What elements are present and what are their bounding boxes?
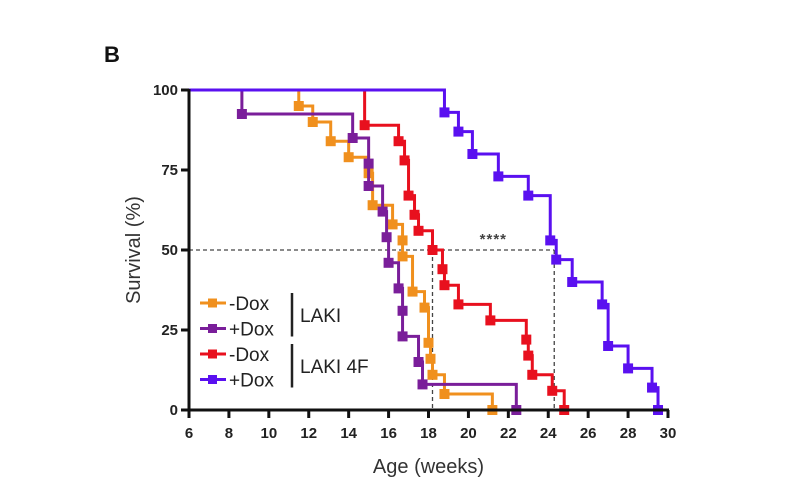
x-tick-label: 26 — [580, 425, 597, 442]
event-marker — [377, 206, 388, 217]
x-tick-label: 6 — [185, 425, 193, 442]
legend-marker — [208, 324, 217, 333]
event-marker — [393, 283, 404, 294]
event-marker — [485, 315, 496, 326]
y-tick-label: 75 — [161, 162, 178, 179]
y-axis-title: Survival (%) — [123, 196, 145, 304]
x-ticks: 6 8 10 12 14 16 18 20 22 24 26 28 30 — [185, 410, 677, 442]
event-marker — [527, 369, 538, 380]
event-marker — [409, 209, 420, 220]
event-marker — [387, 219, 398, 230]
event-marker — [359, 120, 370, 131]
event-marker — [647, 382, 658, 393]
event-marker — [437, 264, 448, 275]
significance-label: **** — [480, 231, 507, 248]
series-laki-4f-dox — [189, 88, 664, 415]
event-marker — [397, 305, 408, 316]
event-marker — [427, 245, 438, 255]
event-marker — [423, 337, 434, 348]
x-tick-label: 22 — [500, 425, 517, 442]
legend-marker — [208, 375, 217, 384]
event-marker — [325, 136, 336, 147]
event-marker — [467, 149, 478, 159]
event-marker — [407, 286, 418, 297]
x-tick-label: 14 — [340, 425, 357, 442]
x-axis-title: Age (weeks) — [373, 456, 484, 478]
legend-label: -Dox — [229, 345, 270, 366]
event-marker — [393, 136, 404, 147]
legend-label: -Dox — [229, 294, 270, 315]
y-tick-label: 50 — [161, 242, 178, 259]
event-marker — [399, 155, 410, 166]
event-marker — [597, 299, 608, 310]
x-tick-label: 12 — [300, 425, 317, 442]
event-marker — [567, 277, 578, 287]
event-marker — [623, 363, 634, 374]
event-marker — [439, 389, 450, 399]
y-tick-label: 25 — [161, 322, 178, 339]
event-marker — [493, 171, 504, 182]
x-tick-label: 10 — [260, 425, 277, 442]
event-marker — [425, 353, 436, 364]
legend-marker — [208, 349, 217, 359]
event-marker — [427, 369, 438, 380]
panel-label: B — [104, 42, 120, 67]
y-tick-label: 0 — [170, 402, 178, 419]
event-marker — [453, 126, 464, 137]
event-marker — [551, 254, 562, 265]
event-marker — [293, 101, 304, 111]
series-laki-4f--dox — [189, 88, 570, 415]
event-marker — [343, 152, 354, 163]
event-marker — [383, 257, 394, 268]
event-marker — [236, 109, 247, 119]
legend-item: -Dox — [200, 345, 270, 366]
event-marker — [417, 379, 428, 390]
x-tick-label: 8 — [225, 425, 233, 442]
event-marker — [521, 334, 532, 345]
event-marker — [439, 107, 450, 118]
legend-marker — [208, 298, 217, 308]
event-marker — [545, 235, 556, 246]
event-marker — [347, 133, 358, 143]
event-marker — [363, 158, 374, 169]
event-marker — [403, 190, 414, 201]
legend-group-label: LAKI 4F — [300, 357, 369, 378]
event-marker — [397, 251, 408, 262]
y-tick-label: 100 — [153, 82, 178, 99]
legend-group-label: LAKI — [300, 306, 341, 327]
x-tick-label: 18 — [420, 425, 437, 442]
event-marker — [307, 117, 318, 127]
event-marker — [397, 235, 408, 246]
event-marker — [523, 190, 534, 201]
x-tick-label: 24 — [540, 425, 557, 442]
event-marker — [439, 280, 450, 291]
legend-item: -Dox — [200, 294, 270, 315]
legend: -Dox +Dox -Dox +Dox LAKI LAKI 4F — [200, 293, 369, 392]
x-tick-label: 20 — [460, 425, 477, 442]
legend-label: +Dox — [229, 371, 274, 392]
x-tick-label: 28 — [620, 425, 637, 442]
event-marker — [523, 350, 534, 361]
event-marker — [363, 181, 374, 191]
event-marker — [367, 200, 378, 211]
legend-item: +Dox — [200, 320, 274, 341]
event-marker — [419, 302, 430, 313]
event-marker — [603, 341, 614, 351]
y-ticks: 0 25 50 75 100 — [153, 82, 189, 419]
event-marker — [547, 385, 558, 396]
x-tick-label: 16 — [380, 425, 397, 442]
legend-label: +Dox — [229, 320, 274, 341]
x-tick-label: 30 — [660, 425, 677, 442]
event-marker — [381, 232, 392, 243]
series-layer — [189, 88, 664, 415]
event-marker — [413, 357, 424, 367]
event-marker — [413, 225, 424, 236]
event-marker — [453, 299, 464, 310]
event-marker — [397, 331, 408, 342]
axes: 0 25 50 75 100 6 8 10 12 14 16 18 20 22 24 26 28 30 — [153, 82, 676, 442]
legend-item: +Dox — [200, 371, 274, 392]
